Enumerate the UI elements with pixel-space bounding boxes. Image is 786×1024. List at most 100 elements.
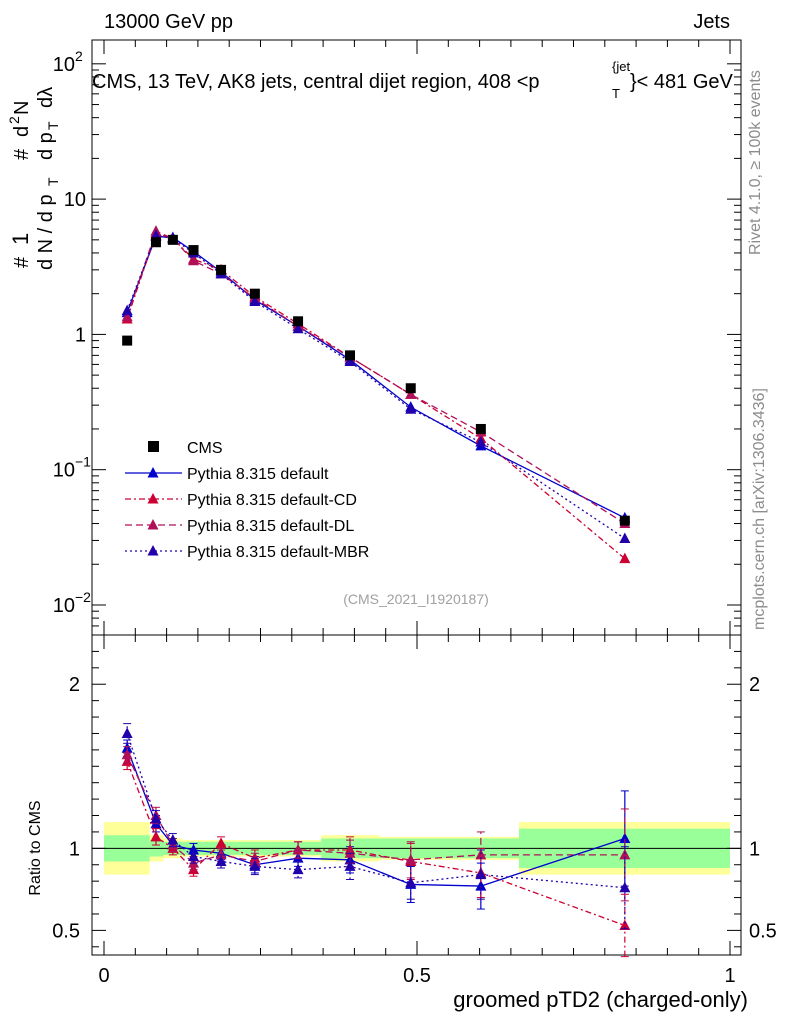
svg-text:#: #: [11, 256, 33, 268]
ratio-point-2: [405, 853, 417, 865]
ratio-point-2: [619, 848, 631, 860]
series-line-1: [126, 232, 626, 560]
ratio-point-3: [619, 881, 631, 893]
plot-title-sub: T: [612, 86, 620, 101]
ratio-y-tick-label: 2: [69, 674, 80, 696]
main-y-axis-label: # 1 d N / d p T # d 2 N d p T dλ: [6, 87, 61, 270]
svg-text:N: N: [11, 101, 33, 115]
ratio-point-3: [188, 850, 200, 862]
cms-data-point: [619, 515, 630, 526]
cms-data-point: [167, 234, 178, 245]
x-tick-label: 0: [98, 965, 109, 987]
ratio-y-label: Ratio to CMS: [27, 800, 44, 895]
ratio-y-tick-label-right: 2: [749, 674, 760, 696]
legend-label-2: Pythia 8.315 default-DL: [187, 518, 354, 535]
ratio-point-3: [167, 834, 179, 845]
cms-data-point: [150, 237, 161, 248]
y-tick-label: 10: [53, 460, 75, 482]
legend-marker-cms: [148, 441, 159, 452]
ratio-y-tick-label-right: 1: [749, 838, 760, 860]
svg-text:d p: d p: [35, 132, 57, 160]
cms-data-point: [345, 350, 356, 361]
svg-text:1: 1: [8, 233, 33, 245]
series-point-1: [619, 552, 631, 564]
legend-marker-0: [147, 467, 159, 478]
ratio-point-0: [619, 832, 631, 843]
cms-data-point: [188, 245, 199, 256]
ratio-point-2: [292, 843, 304, 855]
ratio-y-tick-label-right: 0.5: [749, 920, 777, 942]
ratio-point-3: [292, 863, 304, 875]
x-axis-label: groomed pTD2 (charged-only): [453, 987, 748, 1012]
cms-data-point: [122, 335, 133, 346]
ratio-point-1: [619, 919, 631, 930]
y-tick-label-exp: −1: [75, 454, 91, 470]
plot-title-text: CMS, 13 TeV, AK8 jets, central dijet reg…: [92, 71, 540, 93]
ratio-point-3: [344, 860, 356, 871]
cms-data-point: [475, 423, 486, 434]
x-tick-label: 0.5: [403, 965, 431, 987]
svg-text:#: #: [11, 148, 33, 160]
series-point-3: [405, 403, 417, 414]
svg-text:d N / d p: d N / d p: [35, 194, 57, 270]
plot-title-tail: }< 481 GeV: [630, 71, 734, 93]
header-right: Jets: [693, 11, 730, 33]
svg-text:T: T: [45, 121, 61, 130]
x-tick-label: 1: [724, 965, 735, 987]
legend-marker-3: [147, 545, 159, 556]
legend-marker-2: [147, 519, 159, 530]
ratio-point-1: [215, 837, 227, 848]
ratio-y-tick-label: 1: [69, 838, 80, 860]
series-point-2: [121, 310, 133, 322]
svg-text:T: T: [45, 177, 61, 186]
cms-data-point: [293, 316, 304, 327]
ratio-panel: 0 0.5 1 0.5 0.5 1 1 2 2: [52, 634, 777, 987]
svg-text:dλ: dλ: [35, 87, 57, 108]
legend-marker-1: [147, 493, 159, 504]
y-tick-label: 10: [53, 595, 75, 617]
ratio-point-3: [405, 876, 417, 888]
plot-title: CMS, 13 TeV, AK8 jets, central dijet reg…: [92, 59, 734, 101]
legend-label-3: Pythia 8.315 default-MBR: [187, 544, 369, 561]
cms-data-point: [405, 383, 416, 394]
ratio-point-2: [121, 748, 133, 760]
ratio-point-3: [150, 812, 162, 824]
legend-label-0: Pythia 8.315 default: [187, 466, 329, 483]
ratio-frame: [91, 634, 742, 956]
legend: CMS Pythia 8.315 default Pythia 8.315 defa…: [125, 440, 369, 561]
legend-label-1: Pythia 8.315 default-CD: [187, 492, 357, 509]
ratio-point-3: [249, 860, 261, 871]
cms-data-point: [216, 264, 227, 275]
series-point-3: [121, 304, 133, 316]
analysis-watermark: (CMS_2021_I1920187): [343, 591, 489, 607]
y-tick-label: 10: [64, 189, 86, 211]
svg-text:d: d: [11, 126, 33, 137]
header-left: 13000 GeV pp: [104, 11, 233, 33]
series-point-3: [150, 229, 162, 240]
ratio-point-3: [215, 855, 227, 866]
series-point-2: [188, 254, 200, 266]
y-tick-label: 1: [75, 324, 86, 346]
series-point-3: [619, 532, 631, 544]
legend-label-cms: CMS: [187, 440, 223, 457]
y-tick-label: 10: [53, 54, 75, 76]
series-point-3: [249, 295, 261, 307]
series-point-3: [344, 355, 356, 367]
y-tick-label-exp: −2: [75, 589, 91, 605]
ratio-point-0: [188, 843, 200, 855]
series-point-2: [405, 388, 417, 399]
plot-title-sup: {jet: [612, 59, 630, 74]
ratio-point-3: [475, 868, 487, 880]
rivet-label: Rivet 4.1.0, ≥ 100k events: [747, 70, 764, 255]
mcplots-label: mcplots.cern.ch [arXiv:1306.3436]: [751, 388, 768, 630]
cms-data-point: [249, 288, 260, 299]
ratio-point-2: [215, 848, 227, 860]
ratio-point-0: [475, 880, 487, 891]
ratio-point-3: [121, 727, 133, 738]
series-point-3: [475, 436, 487, 447]
series-point-3: [292, 322, 304, 334]
ratio-point-1: [150, 830, 162, 842]
ratio-point-2: [344, 847, 356, 858]
